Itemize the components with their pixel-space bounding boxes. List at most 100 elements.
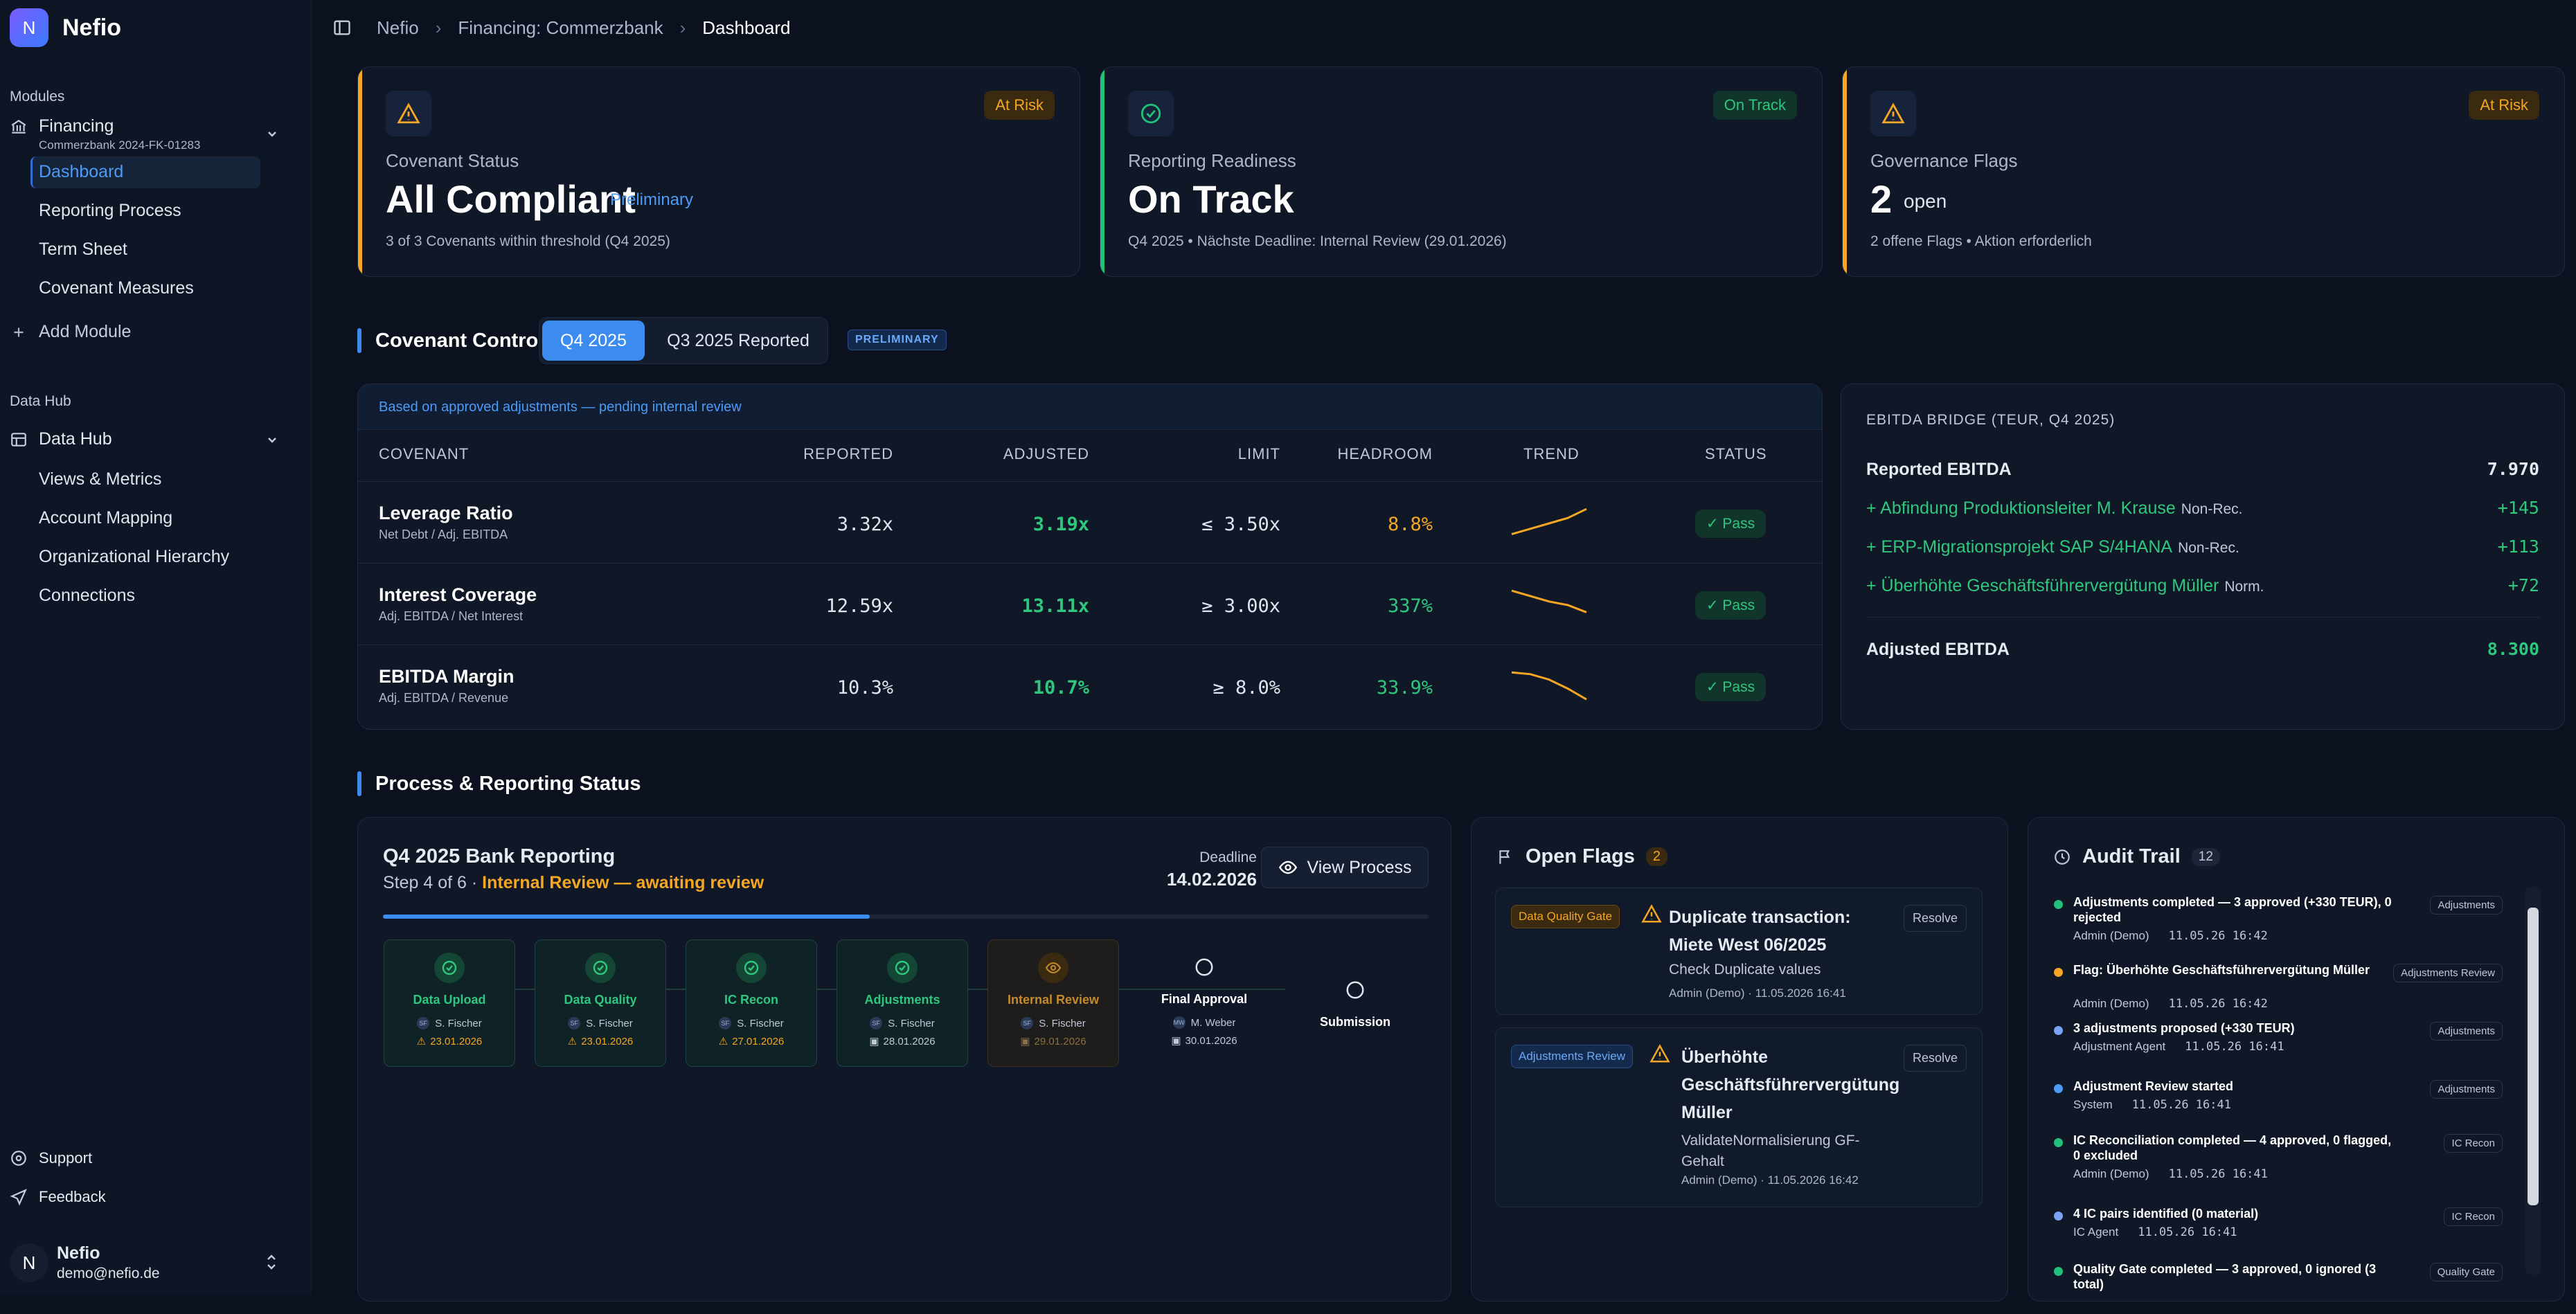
step-user-name: S. Fischer	[888, 1017, 935, 1029]
kpi-card-covenant-status[interactable]: At Risk Covenant Status All Compliant Pr…	[357, 66, 1080, 277]
ebitda-item-value: +72	[2507, 575, 2539, 595]
sidebar-item-connections[interactable]: Connections	[39, 586, 135, 605]
ebitda-item-tag: Norm.	[2224, 579, 2264, 595]
warning-icon	[386, 91, 431, 136]
audit-meta: Admin (Demo) 11.05.26 16:42	[2073, 997, 2268, 1011]
audit-item[interactable]: IC Reconciliation completed — 4 approved…	[2054, 1133, 2518, 1185]
audit-item[interactable]: 4 IC pairs identified (0 material) IC Age…	[2054, 1206, 2518, 1259]
resolve-button[interactable]: Resolve	[1903, 905, 1967, 932]
audit-item[interactable]: Adjustments completed — 3 approved (+330…	[2054, 894, 2518, 947]
top-bar: Nefio › Financing: Commerzbank › Dashboa…	[312, 0, 2576, 55]
breadcrumb-root[interactable]: Nefio	[377, 17, 419, 38]
warning-icon	[1870, 91, 1916, 136]
process-step[interactable]: IC Recon SF S. Fischer ⚠ 27.01.2026	[686, 939, 817, 1067]
database-icon	[10, 431, 28, 449]
audit-who: Admin (Demo)	[2073, 997, 2149, 1010]
step-count: Step 4 of 6 ·	[383, 873, 478, 892]
step-status: Internal Review — awaiting review	[482, 873, 764, 892]
datahub-label: Data Hub	[39, 429, 112, 449]
table-row[interactable]: Interest Coverage Adj. EBITDA / Net Inter…	[358, 563, 1822, 645]
eye-icon	[1038, 953, 1068, 983]
chevron-down-icon[interactable]	[265, 433, 279, 447]
sidebar-item-account-mapping[interactable]: Account Mapping	[39, 508, 173, 528]
ebitda-item-label: + Abfindung Produktionsleiter M. Krause	[1866, 498, 2176, 518]
step-user: SF S. Fischer	[384, 1017, 515, 1029]
ebitda-adjusted-row: Adjusted EBITDA 8.300	[1866, 639, 2539, 660]
send-icon	[10, 1188, 28, 1206]
process-step[interactable]: Data Upload SF S. Fischer ⚠ 23.01.2026	[384, 939, 515, 1067]
sidebar-item-dashboard[interactable]: Dashboard	[39, 162, 124, 181]
process-step[interactable]: Submission	[1289, 962, 1421, 1090]
process-step[interactable]: Adjustments SF S. Fischer ▣ 28.01.2026	[837, 939, 968, 1067]
flag-card[interactable]: Adjustments Review Überhöhte Geschäftsfü…	[1495, 1027, 1983, 1207]
reporting-title: Q4 2025 Bank Reporting	[383, 845, 616, 867]
calendar-icon: ▣	[1171, 1035, 1181, 1047]
tab-q3-2025[interactable]: Q3 2025 Reported	[667, 330, 810, 350]
audit-meta: System 11.05.26 16:41	[2073, 1098, 2231, 1112]
kpi-card-governance-flags[interactable]: At Risk Governance Flags 2 open 2 offene…	[1842, 66, 2565, 277]
sidebar-item-covenant-measures[interactable]: Covenant Measures	[39, 278, 194, 298]
sidebar-item-views-metrics[interactable]: Views & Metrics	[39, 469, 162, 489]
user-menu[interactable]: N Nefio demo@nefio.de	[10, 1241, 301, 1285]
covenant-desc: Adj. EBITDA / Net Interest	[379, 609, 524, 623]
step-date: ⚠ 23.01.2026	[384, 1035, 515, 1048]
audit-tag: IC Recon	[2444, 1134, 2503, 1153]
audit-item[interactable]: 3 adjustments proposed (+330 TEUR) Adjust…	[2054, 1020, 2518, 1073]
avatar: SF	[417, 1017, 430, 1029]
clock-icon	[2055, 849, 2070, 865]
flag-meta: Admin (Demo) · 11.05.2026 16:42	[1681, 1173, 1859, 1187]
accent-bar	[358, 67, 362, 276]
flags-count-badge: 2	[1645, 847, 1668, 866]
process-step[interactable]: Data Quality SF S. Fischer ⚠ 23.01.2026	[535, 939, 666, 1067]
audit-item[interactable]: Adjustment Review started System 11.05.26 …	[2054, 1079, 2518, 1131]
sidebar-item-term-sheet[interactable]: Term Sheet	[39, 240, 127, 259]
sidebar-item-financing[interactable]: Financing	[10, 116, 114, 136]
app-logo[interactable]: N Nefio	[10, 8, 121, 47]
audit-title: Adjustment Review started	[2073, 1079, 2234, 1093]
scrollbar-thumb[interactable]	[2528, 908, 2539, 1205]
step-label: IC Recon	[724, 993, 778, 1007]
step-date: ⚠ 23.01.2026	[535, 1035, 665, 1048]
limit-value: ≤ 3.50x	[1201, 514, 1280, 535]
ebitda-item-label-wrap: + Überhöhte Geschäftsführervergütung Mül…	[1866, 576, 2264, 596]
tab-q4-2025[interactable]: Q4 2025	[542, 321, 645, 361]
step-date: ▣ 28.01.2026	[837, 1035, 967, 1048]
add-module-button[interactable]: Add Module	[10, 322, 131, 342]
logo-mark: N	[10, 8, 48, 47]
trend-line	[1511, 507, 1587, 536]
chevron-down-icon[interactable]	[265, 127, 279, 141]
step-date: ▣ 30.01.2026	[1138, 1034, 1270, 1047]
audit-item[interactable]: Flag: Überhöhte Geschäftsführervergütung…	[2054, 962, 2518, 1015]
reported-value: 10.3%	[837, 677, 893, 699]
view-process-button[interactable]: View Process	[1261, 847, 1429, 888]
breadcrumb-financing[interactable]: Financing: Commerzbank	[458, 17, 663, 38]
warning-icon	[1641, 904, 1662, 923]
circle-icon	[1340, 975, 1370, 1005]
scrollbar[interactable]	[2525, 887, 2541, 1275]
deadline-label: Deadline	[1199, 849, 1257, 865]
resolve-button[interactable]: Resolve	[1903, 1045, 1967, 1072]
sidebar-item-reporting-process[interactable]: Reporting Process	[39, 201, 181, 220]
ebitda-item-value: +113	[2497, 537, 2539, 557]
reported-label: Reported EBITDA	[1866, 460, 2012, 479]
step-date: ▣ 29.01.2026	[988, 1035, 1118, 1048]
sidebar-toggle-icon[interactable]	[332, 18, 352, 37]
process-step[interactable]: Final Approval MW M. Weber ▣ 30.01.2026	[1138, 939, 1270, 1067]
sidebar-item-data-hub[interactable]: Data Hub	[10, 429, 112, 449]
process-step[interactable]: Internal Review SF S. Fischer ▣ 29.01.2026	[987, 939, 1119, 1067]
support-link[interactable]: Support	[10, 1149, 92, 1167]
step-date-value: 23.01.2026	[430, 1035, 483, 1047]
flag-card[interactable]: Data Quality Gate Duplicate transaction:…	[1495, 888, 1983, 1015]
table-row[interactable]: Leverage Ratio Net Debt / Adj. EBITDA 3.32…	[358, 481, 1822, 563]
feedback-link[interactable]: Feedback	[10, 1188, 106, 1206]
audit-item[interactable]: Quality Gate completed — 3 approved, 0 i…	[2054, 1261, 2518, 1314]
adjusted-value: 10.7%	[1032, 677, 1089, 699]
reported-value: 12.59x	[825, 595, 893, 617]
sidebar-item-org-hierarchy[interactable]: Organizational Hierarchy	[39, 547, 230, 566]
kpi-card-reporting-readiness[interactable]: On Track Reporting Readiness On Track Q4…	[1100, 66, 1823, 277]
trend-line	[1511, 671, 1587, 701]
table-row[interactable]: EBITDA Margin Adj. EBITDA / Revenue 10.3% 1…	[358, 645, 1822, 726]
ebitda-item-label: + Überhöhte Geschäftsführervergütung Mül…	[1866, 576, 2219, 595]
step-user-name: S. Fischer	[737, 1017, 784, 1029]
kpi-sub: 2 offene Flags • Aktion erforderlich	[1870, 233, 2092, 249]
